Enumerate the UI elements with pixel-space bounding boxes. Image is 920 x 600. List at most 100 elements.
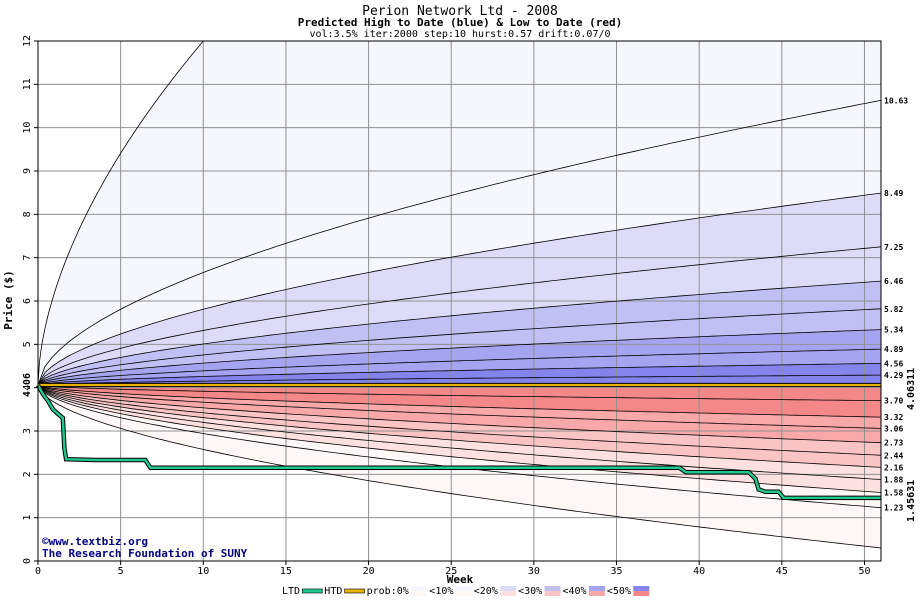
htd-end-label: 4.06311 xyxy=(906,368,917,410)
x-tick-label-35: 35 xyxy=(611,566,623,577)
legend: LTD HTD prob:0% <10% <20% <30% <40% <50% xyxy=(282,586,650,597)
band-high-9 xyxy=(38,375,881,386)
quantile-line-14 xyxy=(37,384,882,468)
credit-line-1: ©www.textbiz.org xyxy=(42,535,148,548)
chart-title: Perion Network Ltd - 2008 xyxy=(362,4,558,19)
legend-ltd-label: LTD xyxy=(282,586,300,597)
band-low-3 xyxy=(38,385,881,443)
end-value-label-15: 1.88 xyxy=(884,476,903,485)
y-axis-label: Price ($) xyxy=(2,270,15,330)
end-value-label-0: 10.63 xyxy=(884,96,908,105)
legend-swatch-3-bottom xyxy=(544,591,561,596)
x-tick-label-15: 15 xyxy=(280,566,292,577)
right-labels: 10.63 8.49 7.25 6.46 5.82 5.34 4.89 4.56 4.29 3.7… xyxy=(884,96,908,512)
band-high-3 xyxy=(38,246,881,386)
end-value-label-12: 2.73 xyxy=(884,439,903,448)
legend-label-5: <30% xyxy=(518,586,542,597)
end-value-label-8: 4.29 xyxy=(884,371,903,380)
band-high-2 xyxy=(38,193,881,386)
x-tick-label-45: 45 xyxy=(776,566,788,577)
y-tick-label-1: 1 xyxy=(22,515,33,521)
legend-prob-label: prob:0% xyxy=(367,586,409,597)
legend-htd-label: HTD xyxy=(324,586,342,597)
y-tick-label-5: 5 xyxy=(22,341,33,347)
x-tick-label-40: 40 xyxy=(693,566,705,577)
series-lines xyxy=(36,382,882,501)
quantile-line-3 xyxy=(37,280,882,386)
quantile-lines xyxy=(37,40,882,549)
chart-subtitle: Predicted High to Date (blue) & Low to D… xyxy=(298,16,623,29)
quantile-line-1 xyxy=(37,192,882,386)
legend-swatch-5-bottom xyxy=(633,591,650,596)
end-value-label-9: 3.70 xyxy=(884,397,903,406)
y-tick-label-2: 2 xyxy=(22,471,33,477)
quantile-line-8 xyxy=(37,374,881,386)
legend-ltd-swatch xyxy=(301,588,323,594)
quantile-line-2 xyxy=(37,246,882,386)
end-value-label-5: 5.34 xyxy=(884,326,903,335)
ltd-line xyxy=(36,384,882,500)
quantile-line-5 xyxy=(37,329,882,386)
band-high-8 xyxy=(38,363,881,386)
x-tick-label-20: 20 xyxy=(363,566,375,577)
x-tick-label-0: 0 xyxy=(35,566,41,577)
quantile-line-11 xyxy=(37,384,882,429)
band-high-1 xyxy=(38,100,881,386)
quantile-line-16 xyxy=(37,384,882,493)
quantile-line-12 xyxy=(37,384,882,444)
probability-bands xyxy=(38,41,881,548)
end-value-label-1: 8.49 xyxy=(884,189,903,198)
quantile-line-4 xyxy=(37,308,882,386)
y-tick-label-8: 8 xyxy=(22,211,33,217)
x-tick-label-50: 50 xyxy=(858,566,870,577)
x-tick-label-25: 25 xyxy=(445,566,457,577)
outer-high-line xyxy=(37,40,204,386)
y-tick-label-9: 9 xyxy=(22,168,33,174)
quantile-line-10 xyxy=(37,384,882,418)
y-tick-label-11: 11 xyxy=(22,78,33,90)
quantile-line-13 xyxy=(37,384,882,456)
ltd-end-label: 1.45631 xyxy=(906,480,917,522)
band-low-0 xyxy=(38,385,881,401)
end-value-label-14: 2.16 xyxy=(884,463,903,472)
x-tick-label-30: 30 xyxy=(528,566,540,577)
band-low-4 xyxy=(38,385,881,456)
y-tick-label-6: 6 xyxy=(22,298,33,304)
legend-htd-swatch xyxy=(344,588,365,594)
end-value-label-10: 3.32 xyxy=(884,413,903,422)
y-tick-label-3: 3 xyxy=(22,428,33,434)
band-low-5 xyxy=(38,385,881,468)
legend-label-3: <10% xyxy=(429,586,453,597)
end-value-label-3: 6.46 xyxy=(884,277,903,286)
band-high-7 xyxy=(38,349,881,386)
legend-label-7: <50% xyxy=(607,586,631,597)
y-tick-label-4: 4 xyxy=(22,385,33,391)
x-axis-label: Week xyxy=(447,573,474,586)
y-tick-label-7: 7 xyxy=(22,255,33,261)
outer-low-line xyxy=(37,384,882,549)
quantile-line-6 xyxy=(37,348,882,386)
start-price-label: 4.06 xyxy=(22,373,33,397)
band-low-6 xyxy=(38,385,881,480)
band-high-6 xyxy=(38,329,881,386)
legend-swatch-1-bottom xyxy=(455,591,472,596)
legend-swatch-0-top xyxy=(411,586,428,591)
chart-params: vol:3.5% iter:2000 step:10 hurst:0.57 dr… xyxy=(309,29,610,40)
band-high-5 xyxy=(38,308,881,386)
credit-line-2: The Research Foundation of SUNY xyxy=(42,547,248,560)
band-low-1 xyxy=(38,385,881,418)
end-value-label-7: 4.56 xyxy=(884,359,903,368)
x-axis-ticks: 0 5 10 15 20 25 30 35 40 45 50 xyxy=(35,561,870,577)
quantile-line-9 xyxy=(37,384,882,402)
band-low-9 xyxy=(38,385,881,548)
quantile-line-0 xyxy=(37,100,882,386)
end-value-label-16: 1.58 xyxy=(884,489,903,498)
band-low-8 xyxy=(38,385,881,508)
legend-label-4: <20% xyxy=(474,586,498,597)
legend-swatch-2-top xyxy=(500,586,517,591)
band-high-0 xyxy=(38,41,881,386)
end-value-label-17: 1.23 xyxy=(884,504,903,513)
legend-swatch-1-top xyxy=(455,586,472,591)
y-tick-label-0: 0 xyxy=(22,558,33,564)
